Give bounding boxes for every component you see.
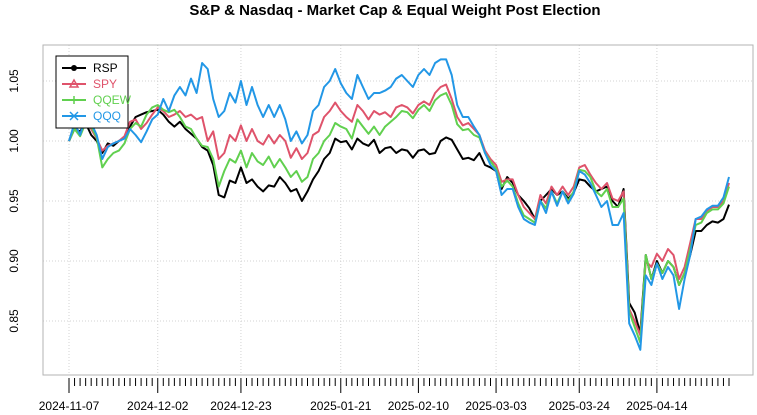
series-line-rsp	[68, 108, 730, 334]
x-tick-label: 2025-01-21	[310, 399, 372, 413]
x-tick-label: 2024-12-23	[210, 399, 272, 413]
legend-marker	[68, 78, 80, 88]
x-tick-label: 2025-04-14	[626, 399, 688, 413]
chart-title: S&P & Nasdaq - Market Cap & Equal Weight…	[189, 2, 600, 19]
legend: RSP SPY QQEW QQQ	[55, 55, 132, 129]
legend-marker	[70, 96, 78, 104]
plot-frame	[42, 44, 754, 376]
series-line-spy	[68, 83, 730, 337]
legend-label-rsp: RSP	[93, 61, 118, 75]
x-tick-label: 2025-03-03	[465, 399, 527, 413]
x-tick-label: 2025-02-10	[388, 399, 450, 413]
legend-marker	[71, 65, 77, 71]
series-line-qqq	[68, 58, 730, 351]
series-lines	[68, 58, 730, 351]
x-tick-label: 2024-12-02	[127, 399, 189, 413]
legend-marker	[69, 111, 79, 121]
grid-lines	[43, 45, 753, 375]
x-tick-label: 2025-03-24	[549, 399, 611, 413]
legend-label-qqq: QQQ	[93, 109, 121, 123]
x-axis: 2024-11-07 2024-12-02 2024-12-23 2025-01-21…	[39, 378, 730, 413]
legend-label-spy: SPY	[93, 77, 117, 91]
series-line-qqew	[68, 92, 730, 344]
y-tick-label: 1.00	[7, 129, 21, 153]
y-tick-label: 0.95	[7, 189, 21, 213]
y-tick-label: 0.90	[7, 249, 21, 273]
legend-label-qqew: QQEW	[93, 93, 132, 107]
y-tick-label: 0.85	[7, 309, 21, 333]
y-axis: 0.85 0.90 0.95 1.00 1.05	[7, 69, 21, 333]
x-tick-label: 2024-11-07	[39, 399, 100, 413]
y-tick-label: 1.05	[7, 69, 21, 93]
